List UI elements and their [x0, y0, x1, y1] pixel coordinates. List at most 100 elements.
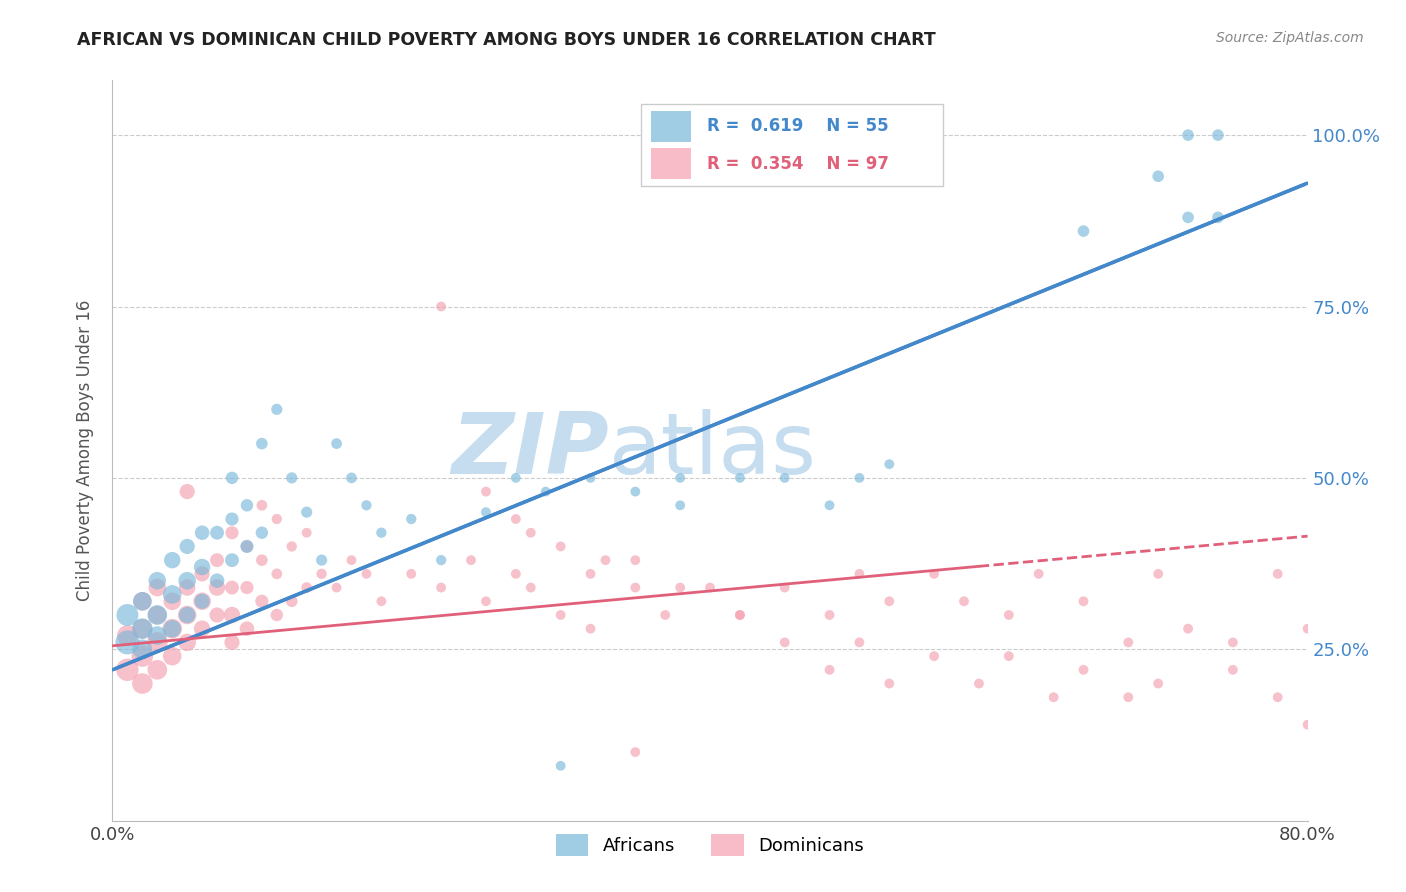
Point — [266, 402, 288, 417]
Point — [879, 676, 901, 690]
Point — [295, 581, 318, 595]
Point — [162, 622, 183, 636]
Point — [146, 663, 169, 677]
Point — [250, 525, 273, 540]
Point — [340, 553, 363, 567]
Point — [773, 471, 796, 485]
Point — [998, 607, 1021, 622]
Point — [475, 484, 498, 499]
Text: ZIP: ZIP — [451, 409, 609, 492]
Point — [205, 553, 228, 567]
Point — [205, 525, 228, 540]
Point — [579, 471, 602, 485]
Point — [236, 498, 259, 512]
Text: Source: ZipAtlas.com: Source: ZipAtlas.com — [1216, 31, 1364, 45]
Point — [879, 594, 901, 608]
Legend: Africans, Dominicans: Africans, Dominicans — [548, 827, 872, 863]
Point — [699, 581, 721, 595]
Point — [773, 635, 796, 649]
Point — [669, 581, 692, 595]
Point — [221, 607, 243, 622]
Point — [475, 594, 498, 608]
Point — [1073, 594, 1095, 608]
Point — [205, 607, 228, 622]
Point — [1042, 690, 1064, 705]
Point — [131, 594, 153, 608]
Point — [1118, 690, 1140, 705]
Point — [1296, 622, 1319, 636]
Point — [967, 676, 990, 690]
Point — [550, 607, 572, 622]
Point — [176, 540, 198, 554]
Point — [281, 594, 304, 608]
Point — [191, 594, 214, 608]
Point — [1147, 676, 1170, 690]
Point — [669, 471, 692, 485]
Point — [624, 484, 647, 499]
Point — [401, 566, 423, 581]
Point — [430, 581, 453, 595]
Point — [534, 484, 557, 499]
Point — [131, 642, 153, 657]
Point — [221, 635, 243, 649]
Point — [401, 512, 423, 526]
Point — [146, 628, 169, 642]
Point — [266, 566, 288, 581]
Point — [370, 525, 392, 540]
Point — [998, 649, 1021, 664]
Point — [953, 594, 976, 608]
Point — [295, 505, 318, 519]
Point — [250, 436, 273, 450]
Point — [1222, 635, 1244, 649]
Point — [1177, 211, 1199, 225]
Point — [221, 525, 243, 540]
Point — [879, 457, 901, 471]
Point — [176, 484, 198, 499]
Point — [370, 594, 392, 608]
Point — [1267, 566, 1289, 581]
Point — [236, 581, 259, 595]
Point — [250, 498, 273, 512]
Point — [221, 581, 243, 595]
Point — [848, 566, 870, 581]
Point — [221, 512, 243, 526]
Point — [117, 628, 139, 642]
Point — [311, 553, 333, 567]
Point — [1296, 717, 1319, 731]
Point — [266, 607, 288, 622]
Point — [176, 574, 198, 588]
Point — [146, 607, 169, 622]
Point — [146, 607, 169, 622]
Point — [162, 553, 183, 567]
Point — [848, 635, 870, 649]
Point — [818, 498, 841, 512]
Point — [266, 512, 288, 526]
Point — [131, 622, 153, 636]
Point — [131, 622, 153, 636]
Point — [848, 471, 870, 485]
Point — [1073, 663, 1095, 677]
Point — [520, 525, 543, 540]
Point — [1073, 224, 1095, 238]
Point — [191, 560, 214, 574]
Point — [236, 622, 259, 636]
Point — [505, 566, 527, 581]
Point — [922, 649, 945, 664]
Point — [250, 594, 273, 608]
Point — [475, 505, 498, 519]
Point — [281, 540, 304, 554]
Point — [520, 581, 543, 595]
Point — [550, 759, 572, 773]
Point — [117, 607, 139, 622]
Point — [236, 540, 259, 554]
Point — [221, 553, 243, 567]
Point — [131, 649, 153, 664]
Point — [295, 525, 318, 540]
Point — [356, 498, 378, 512]
Point — [595, 553, 617, 567]
Point — [146, 581, 169, 595]
Point — [162, 594, 183, 608]
Point — [162, 622, 183, 636]
Point — [356, 566, 378, 581]
Point — [460, 553, 482, 567]
